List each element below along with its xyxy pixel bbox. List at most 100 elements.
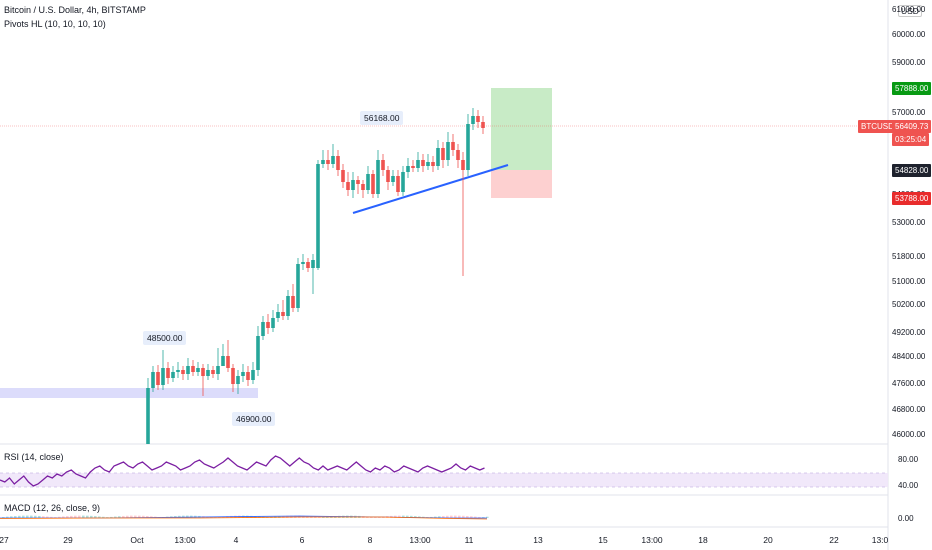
candle-body	[286, 296, 290, 316]
macd-histogram-bar	[470, 516, 473, 518]
price-tick-label: 50200.00	[892, 300, 926, 309]
macd-histogram-bar	[90, 515, 93, 518]
macd-histogram-bar	[46, 516, 49, 518]
candle-body	[311, 260, 315, 268]
macd-signal-line	[0, 516, 488, 520]
candle-body	[301, 262, 305, 264]
macd-histogram-bar	[6, 516, 9, 518]
support-zone[interactable]	[0, 388, 258, 398]
candle-body	[306, 262, 310, 268]
price-tick-label: 46800.00	[892, 405, 926, 414]
macd-histogram-bar	[54, 517, 57, 518]
candle-body	[331, 156, 335, 164]
price-tick-label: 60000.00	[892, 30, 926, 39]
candle-body	[251, 370, 255, 380]
time-tick-label: 27	[0, 535, 9, 545]
macd-histogram-bar	[466, 515, 469, 518]
pivots-indicator-legend[interactable]: Pivots HL (10, 10, 10, 10)	[4, 19, 106, 29]
candle-body	[416, 160, 420, 168]
macd-histogram-bar	[18, 515, 21, 518]
macd-histogram-bar	[222, 516, 225, 518]
candle-body	[366, 174, 370, 190]
macd-histogram-bar	[318, 516, 321, 518]
candle-body	[281, 312, 285, 316]
macd-histogram-bar	[410, 515, 413, 518]
macd-histogram-bar	[138, 515, 141, 518]
macd-histogram-bar	[38, 515, 41, 518]
macd-histogram-bar	[486, 516, 489, 518]
stop-price-badge: 53788.00	[892, 192, 932, 205]
candle-body	[316, 164, 320, 268]
candle-body	[191, 366, 195, 372]
candle-body	[171, 372, 175, 378]
time-tick-label: 20	[763, 535, 773, 545]
price-tick-label: 46000.00	[892, 430, 926, 439]
candle-body	[391, 176, 395, 182]
time-tick-label: Oct	[130, 535, 144, 545]
macd-histogram-bar	[402, 515, 405, 518]
candle-body	[376, 160, 380, 194]
macd-histogram-bar	[454, 515, 457, 518]
macd-histogram-bar	[254, 516, 257, 518]
candle-body	[451, 142, 455, 150]
macd-histogram-bar	[134, 515, 137, 518]
candle-body	[386, 170, 390, 182]
long-position-target-zone[interactable]	[491, 88, 552, 170]
macd-histogram-bar	[42, 516, 45, 518]
currency-selector[interactable]: USD	[898, 5, 922, 17]
candle-body	[476, 116, 480, 122]
macd-histogram-bar	[94, 516, 97, 518]
macd-histogram-bar	[218, 516, 221, 518]
macd-histogram-bar	[474, 516, 477, 518]
price-tick-label: 57000.00	[892, 108, 926, 117]
macd-histogram-bar	[110, 516, 113, 518]
candle-body	[441, 148, 445, 160]
macd-legend[interactable]: MACD (12, 26, close, 9)	[4, 503, 101, 513]
time-tick-label: 4	[233, 535, 239, 545]
time-tick-label: 22	[829, 535, 839, 545]
time-tick-label: 13:00	[641, 535, 663, 545]
price-tick-label: 51800.00	[892, 252, 926, 261]
macd-histogram-bar	[122, 515, 125, 518]
macd-histogram-bar	[86, 515, 89, 518]
candle-body	[401, 172, 405, 192]
rsi-band	[0, 473, 888, 487]
candle-body	[421, 160, 425, 166]
candle-body	[336, 156, 340, 170]
macd-histogram-bar	[34, 515, 37, 518]
macd-histogram-bar	[414, 516, 417, 518]
macd-histogram-bar	[50, 516, 53, 518]
long-position-stop-zone[interactable]	[491, 170, 552, 198]
price-tick-label: 48400.00	[892, 352, 926, 361]
entry-price-badge: 54828.00	[892, 164, 932, 177]
macd-histogram-bar	[142, 515, 145, 518]
candle-body	[196, 368, 200, 372]
last-price-badge: 56409.73	[892, 120, 932, 133]
rsi-legend[interactable]: RSI (14, close)	[4, 452, 64, 462]
macd-histogram-bar	[434, 516, 437, 518]
time-tick-label: 11	[464, 535, 474, 545]
candle-body	[181, 370, 185, 374]
candle-body	[296, 264, 300, 308]
macd-histogram-bar	[210, 516, 213, 518]
indicator-tick-label: 0.00	[898, 514, 914, 523]
rsi-line	[0, 455, 485, 487]
macd-histogram-bar	[446, 515, 449, 518]
candle-body	[166, 368, 170, 378]
time-tick-label: 13:00	[409, 535, 431, 545]
price-tick-label: 53000.00	[892, 218, 926, 227]
macd-histogram-bar	[2, 517, 5, 518]
time-tick-label: 15	[598, 535, 608, 545]
ascending-trendline[interactable]	[352, 164, 509, 214]
symbol-legend[interactable]: Bitcoin / U.S. Dollar, 4h, BITSTAMP	[4, 5, 146, 15]
price-tick-label: 49200.00	[892, 328, 926, 337]
macd-histogram-bar	[98, 516, 101, 518]
time-tick-label: 13:00	[174, 535, 196, 545]
macd-histogram-bar	[374, 517, 377, 518]
candle-body	[471, 116, 475, 124]
macd-histogram-bar	[62, 516, 65, 518]
macd-histogram-bar	[82, 515, 85, 518]
candle-body	[351, 180, 355, 190]
